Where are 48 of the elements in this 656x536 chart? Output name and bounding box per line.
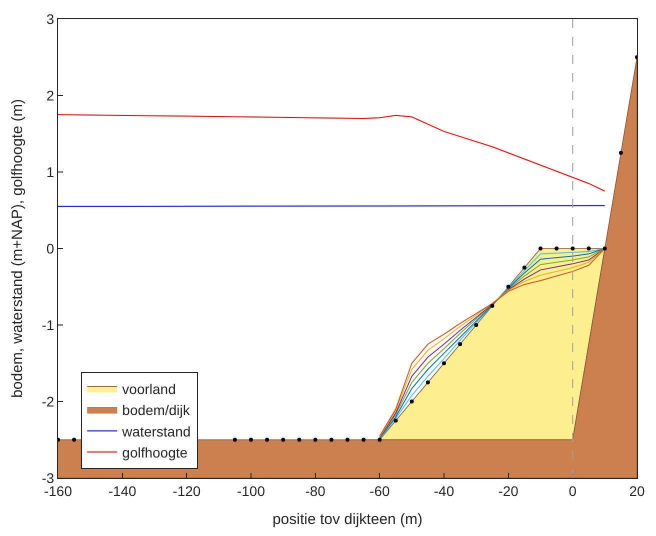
line-series <box>58 114 606 192</box>
point <box>313 438 318 442</box>
point <box>570 246 575 250</box>
legend-label: bodem/dijk <box>122 402 191 418</box>
point <box>265 438 270 442</box>
x-axis-title: positie tov dijkteen (m) <box>272 510 423 528</box>
y-tick-label: 3 <box>46 10 54 27</box>
point <box>618 150 623 155</box>
point <box>346 438 350 442</box>
point <box>586 246 591 250</box>
point <box>362 438 366 442</box>
legend-label: waterstand <box>121 423 191 440</box>
point <box>474 323 478 327</box>
point <box>522 266 526 270</box>
point <box>249 438 253 442</box>
point <box>297 438 302 442</box>
y-tick-label: -1 <box>42 316 54 333</box>
point <box>410 400 414 404</box>
point <box>329 438 334 442</box>
x-tick-label: -60 <box>370 482 390 499</box>
point <box>378 438 382 442</box>
y-axis-title: bodem, waterstand (m+NAP), golfhoogte (m) <box>8 99 26 398</box>
x-tick-label: -140 <box>108 482 137 499</box>
y-tick-label: 2 <box>46 87 54 104</box>
point <box>72 438 76 442</box>
y-tick-label: 1 <box>46 164 54 180</box>
y-tick-label: -2 <box>42 393 54 410</box>
legend-label: golfhoogte <box>122 444 188 460</box>
point <box>232 438 237 442</box>
point <box>602 246 607 250</box>
x-tick-label: -120 <box>172 482 201 499</box>
x-tick-label: -80 <box>305 482 326 499</box>
x-tick-label: -100 <box>236 482 266 499</box>
point <box>281 438 286 442</box>
point <box>458 342 462 346</box>
point <box>554 246 559 250</box>
point <box>442 361 446 366</box>
point <box>426 380 430 384</box>
legend-label: voorland <box>122 380 176 397</box>
x-tick-label: 0 <box>568 482 577 499</box>
x-tick-label: -20 <box>498 482 519 499</box>
point <box>490 304 494 308</box>
point <box>538 246 542 250</box>
y-tick-label: 0 <box>46 240 54 256</box>
x-tick-label: -40 <box>434 482 454 499</box>
x-tick-label: 20 <box>629 482 645 499</box>
point <box>506 284 510 289</box>
point <box>394 418 398 423</box>
